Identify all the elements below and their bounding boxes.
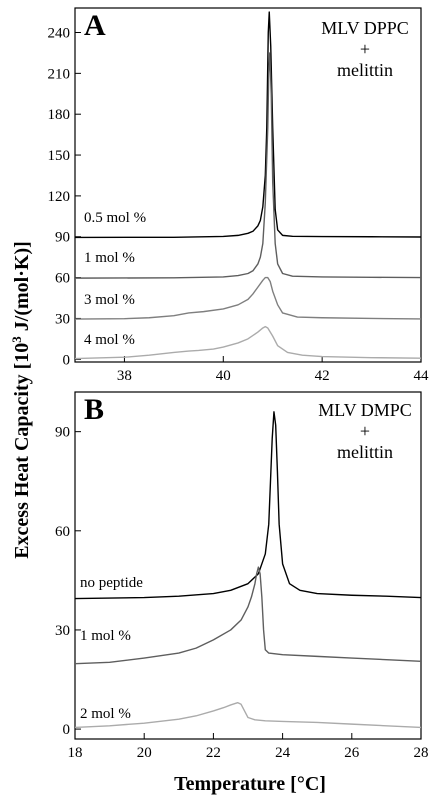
panel-b-ticks: 18 20 22 24 26 28 0 30 60 90 — [55, 425, 429, 761]
panel-a-y-tick-label-3: 90 — [55, 230, 70, 246]
panel-a-letter: A — [84, 9, 106, 42]
panel-a-series-line-2 — [74, 276, 422, 320]
panel-a: 38 40 42 44 0 30 60 90 120 150 180 210 240 A MLV DPP… — [48, 7, 430, 384]
panel-a-y-tick-label-4: 120 — [48, 189, 71, 205]
panel-a-frame — [74, 7, 422, 363]
panel-b-series-line-1 — [74, 566, 422, 665]
panel-b-x-tick-label-1: 20 — [137, 745, 152, 761]
panel-a-series-label-3: 4 mol % — [84, 332, 135, 348]
panel-a-ticks: 38 40 42 44 0 30 60 90 120 150 180 210 240 — [48, 26, 430, 384]
panel-a-series-label-0: 0.5 mol % — [84, 210, 146, 226]
y-axis-title-superscript: 3 — [9, 336, 24, 343]
panel-a-y-tick-label-0: 0 — [63, 352, 71, 368]
y-axis-title: Excess Heat Capacity [103 J/(mol·K)] — [9, 241, 33, 559]
panel-b-annotation-line1: MLV DMPC — [318, 400, 412, 420]
panel-b-x-tick-label-4: 26 — [344, 745, 360, 761]
panel-a-y-tick-label-6: 180 — [48, 107, 71, 123]
panel-a-y-tick-label-1: 30 — [55, 311, 70, 327]
panel-b-x-tick-label-2: 22 — [206, 745, 221, 761]
panel-a-annotation-line3: melittin — [337, 60, 393, 80]
panel-b-letter: B — [84, 393, 104, 426]
panel-a-annotation-line1: MLV DPPC — [321, 18, 409, 38]
panel-b-series-line-0 — [74, 411, 422, 600]
panel-a-x-tick-label-0: 38 — [117, 368, 132, 384]
panel-b-series-line-2 — [74, 701, 422, 729]
panel-a-y-tick-label-2: 60 — [55, 271, 70, 287]
panel-a-series-line-1 — [74, 52, 422, 279]
panel-a-x-tick-label-1: 40 — [216, 368, 231, 384]
panel-b-x-tick-label-0: 18 — [68, 745, 83, 761]
panel-b-y-tick-label-0: 0 — [63, 722, 71, 738]
panel-b-annotation-line3: melittin — [337, 442, 393, 462]
panel-a-series-label-2: 3 mol % — [84, 292, 135, 308]
panel-b-series-label-0: no peptide — [80, 575, 143, 591]
panel-b-y-tick-label-2: 60 — [55, 524, 70, 540]
panel-b-x-tick-label-3: 24 — [275, 745, 291, 761]
y-axis-title-main: Excess Heat Capacity [10 — [11, 343, 33, 559]
panel-a-x-tick-label-3: 44 — [414, 368, 430, 384]
y-axis-title-tail: J/(mol·K)] — [11, 241, 33, 336]
panel-a-curves — [74, 11, 422, 360]
panel-a-y-tick-label-5: 150 — [48, 148, 71, 164]
panel-a-y-tick-label-7: 210 — [48, 66, 71, 82]
panel-b-y-tick-label-1: 30 — [55, 623, 70, 639]
panel-b-y-tick-label-3: 90 — [55, 425, 70, 441]
x-axis-title: Temperature [°C] — [174, 773, 326, 795]
panel-b-annotation-line2: + — [360, 421, 370, 441]
panel-b-x-tick-label-5: 28 — [414, 745, 429, 761]
panel-a-series-label-1: 1 mol % — [84, 250, 135, 266]
panel-b-frame — [74, 391, 422, 740]
panel-a-x-tick-label-2: 42 — [315, 368, 330, 384]
panel-b: 18 20 22 24 26 28 0 30 60 90 B MLV DMPC + melitti… — [55, 391, 429, 761]
panel-b-series-label-1: 1 mol % — [80, 628, 131, 644]
panel-a-series-line-3 — [74, 325, 422, 360]
panel-b-series-label-2: 2 mol % — [80, 706, 131, 722]
panel-a-series-line-0 — [74, 11, 422, 239]
panel-b-curves — [74, 411, 422, 729]
panel-a-annotation-line2: + — [360, 39, 370, 59]
panel-a-y-tick-label-8: 240 — [48, 26, 71, 42]
